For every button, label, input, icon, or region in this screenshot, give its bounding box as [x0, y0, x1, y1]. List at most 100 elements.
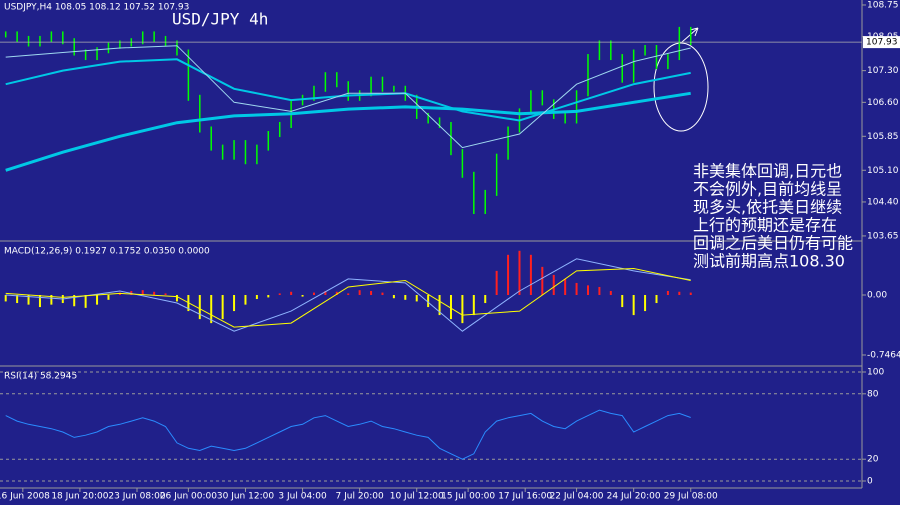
x-tick-label: 18 Jun 20:00 — [51, 492, 108, 502]
price-bar — [667, 54, 669, 70]
annotation: 现多头,依托美日继续 — [693, 198, 842, 217]
price-bar — [119, 40, 121, 49]
price-bar — [438, 117, 441, 128]
price-bar — [587, 54, 589, 97]
x-tick-label: 22 Jul 04:00 — [550, 492, 604, 502]
chart-title: USD/JPY 4h — [172, 10, 268, 29]
y-tick-label: 0 — [867, 477, 873, 487]
x-tick-label: 24 Jul 20:00 — [607, 492, 661, 502]
annotation: 不会例外,目前均线呈 — [693, 180, 842, 199]
annotation: 回调之后美日仍有可能 — [693, 234, 853, 253]
price-bar — [610, 40, 612, 61]
price-bar — [73, 38, 75, 56]
price-bar — [370, 76, 372, 97]
price-bar — [278, 121, 281, 138]
price-bar — [84, 49, 87, 61]
price-bar — [187, 49, 190, 101]
line — [5, 267, 691, 328]
price-bar — [4, 31, 7, 38]
price-bar — [473, 171, 475, 215]
price-bar — [324, 72, 327, 92]
annotation: 非美集体回调,日元也 — [693, 162, 842, 181]
price-bar — [689, 26, 692, 46]
y-tick-label: 80 — [867, 389, 879, 399]
price-bar — [541, 90, 544, 106]
x-tick-label: 3 Jul 04:00 — [278, 492, 327, 502]
line — [5, 45, 691, 149]
price-bar — [507, 126, 509, 160]
x-tick-label: 26 Jun 00:00 — [160, 492, 217, 502]
price-bar — [427, 112, 429, 124]
price-bar — [644, 45, 646, 56]
y-tick-label: 107.30 — [867, 66, 899, 76]
y-tick-label: 103.65 — [867, 231, 899, 241]
price-bar — [16, 31, 18, 42]
y-tick-label: 100 — [867, 368, 884, 378]
price-bar — [50, 31, 53, 42]
x-tick-label: 29 Jul 08:00 — [664, 492, 718, 502]
price-bar — [199, 94, 201, 133]
annotation: 上行的预期还是存在 — [693, 216, 837, 235]
price-bar — [678, 26, 681, 61]
price-bar — [484, 189, 486, 215]
price-bar — [575, 90, 578, 124]
macd-header: MACD(12,26,9) 0.1927 0.1752 0.0350 0.000… — [4, 247, 210, 257]
price-bar — [39, 35, 41, 47]
line — [5, 409, 691, 460]
y-tick-label: 20 — [867, 455, 879, 465]
price-bar — [450, 121, 452, 156]
price-bar — [381, 76, 384, 92]
price-bar — [27, 35, 30, 47]
highlight-ellipse — [653, 42, 709, 132]
price-bar — [598, 40, 601, 61]
price-bar — [530, 90, 532, 115]
x-tick-label: 7 Jul 20:00 — [336, 492, 385, 502]
y-tick-label: 105.10 — [867, 166, 899, 176]
price-bar — [153, 31, 155, 42]
price-bar — [141, 31, 144, 45]
y-tick-label: 104.40 — [867, 197, 899, 207]
price-bar — [632, 49, 635, 83]
price-bar — [564, 112, 566, 124]
x-tick-label: 30 Jun 12:00 — [217, 492, 274, 502]
price-bar — [176, 40, 178, 56]
price-bar — [313, 85, 315, 101]
y-tick-label: 105.85 — [867, 132, 899, 142]
y-tick-label: 0.00 — [867, 290, 887, 300]
price-bar — [221, 144, 224, 160]
line — [5, 58, 691, 122]
annotation: 测试前期高点108.30 — [693, 252, 845, 271]
price-bar — [347, 81, 349, 101]
price-bar — [267, 131, 270, 151]
x-tick-label: 23 Jun 08:00 — [108, 492, 165, 502]
x-tick-label: 10 Jul 12:00 — [390, 492, 444, 502]
line — [5, 91, 691, 172]
rsi-header: RSI(14) 58.2945 — [4, 372, 77, 382]
price-bar — [210, 126, 212, 151]
price-bar — [393, 85, 395, 92]
x-tick-label: 16 Jun 2008 — [0, 492, 50, 502]
price-bar — [621, 54, 623, 83]
price-bar — [244, 140, 247, 165]
price-bar — [256, 144, 258, 165]
price-bar — [107, 42, 110, 54]
price-bar — [336, 72, 338, 88]
y-tick-label: 108.75 — [867, 0, 899, 10]
price-bar — [233, 140, 235, 160]
y-tick-label: 106.60 — [867, 98, 899, 108]
price-bar — [164, 35, 167, 47]
y-tick-label: -0.7464 — [867, 350, 900, 360]
x-tick-label: 17 Jul 16:00 — [498, 492, 552, 502]
line — [5, 258, 691, 332]
price-header: USDJPY,H4 108.05 108.12 107.52 107.93 — [4, 3, 189, 13]
x-tick-label: 15 Jul 00:00 — [441, 492, 495, 502]
price-bar — [62, 31, 64, 45]
last-price-label: 107.93 — [866, 38, 898, 48]
price-bar — [96, 47, 98, 61]
price-bar — [461, 149, 464, 178]
price-bar — [655, 45, 658, 70]
last-price-box — [863, 36, 900, 49]
price-bar — [495, 153, 498, 196]
